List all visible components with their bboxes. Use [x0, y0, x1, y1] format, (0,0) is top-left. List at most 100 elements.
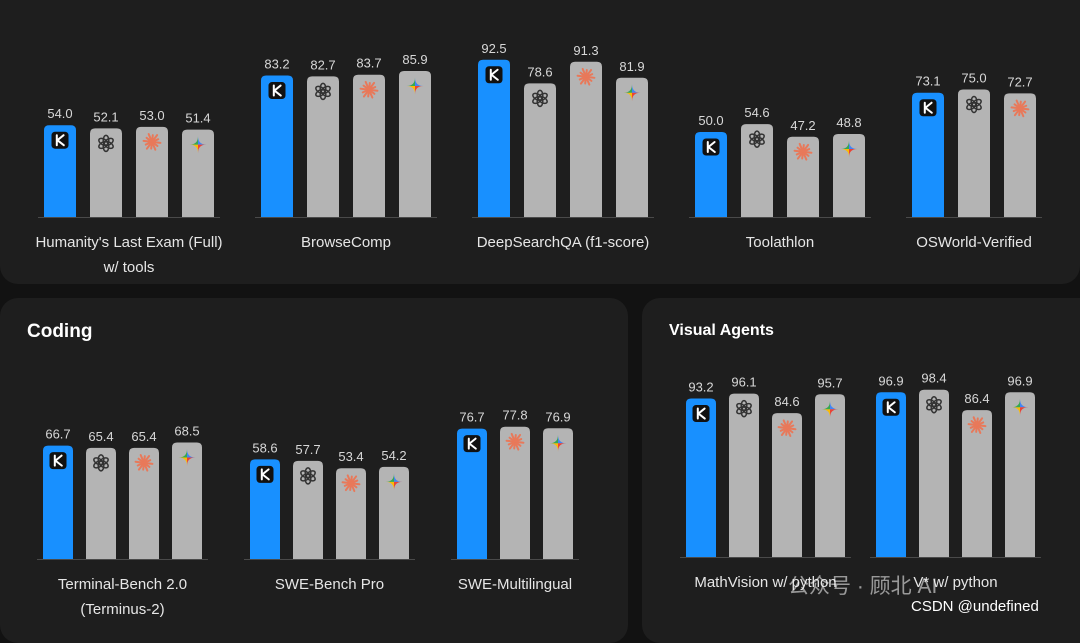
coding-chart: 66.7 65.4 65.4 68.5 Terminal-Bench 2.0 (Termi…	[37, 408, 579, 618]
bar-gemini	[815, 394, 845, 557]
bar-group-humanity-s-last-exam-full: 54.0 52.1 53.0 51.4 Humanity's Last Exam (Fu…	[35, 106, 222, 276]
kimi-logo-icon	[49, 452, 67, 470]
bar-group-swe-bench-pro: 58.6 57.7 53.4 54.2 SWE-Bench Pro	[244, 440, 415, 593]
kimi-k-glyph	[467, 437, 477, 450]
bar-claude	[353, 74, 385, 218]
bar-claude	[136, 126, 168, 217]
csdn-watermark: CSDN @undefined	[911, 598, 1039, 615]
gemini-logo-icon	[189, 136, 207, 154]
coding-panel: Coding 66.7 65.4 65.4 68.5 Terminal-Bench 2.…	[0, 298, 628, 643]
value-label: 65.4	[88, 429, 113, 444]
bar-claude	[787, 136, 819, 217]
category-label: OSWorld-Verified	[916, 234, 1032, 251]
value-label: 53.0	[139, 108, 164, 123]
bar-gemini	[379, 466, 409, 559]
claude-logo-icon	[341, 474, 361, 493]
kimi-k-glyph	[696, 407, 706, 420]
bar-openai	[919, 389, 949, 557]
bar-kimi	[912, 92, 944, 217]
value-label: 75.0	[961, 71, 986, 86]
bar-kimi	[43, 445, 73, 559]
value-label: 57.7	[295, 442, 320, 457]
value-label: 66.7	[45, 427, 70, 442]
bar-claude	[570, 61, 602, 217]
category-label: Terminal-Bench 2.0	[58, 576, 187, 593]
coding-panel-title: Coding	[27, 321, 93, 342]
bar-gemini	[172, 442, 202, 559]
category-label: DeepSearchQA (f1-score)	[477, 234, 650, 251]
value-label: 93.2	[688, 380, 713, 395]
value-label: 91.3	[573, 43, 598, 58]
value-label: 65.4	[131, 429, 156, 444]
kimi-k-glyph	[886, 401, 896, 414]
bar-openai	[307, 76, 339, 217]
bar-kimi	[686, 398, 716, 557]
kimi-logo-icon	[702, 138, 720, 156]
value-label: 83.7	[356, 56, 381, 71]
value-label: 84.6	[774, 394, 799, 409]
wechat-watermark: 公众号 · 顾北 AI	[788, 575, 938, 598]
claude-logo-icon	[134, 454, 154, 472]
claude-logo-icon	[505, 432, 525, 451]
bar-openai	[293, 460, 323, 559]
value-label: 95.7	[817, 375, 842, 390]
gemini-logo-icon	[178, 449, 196, 467]
gemini-logo-icon	[549, 434, 567, 452]
bar-gemini	[1005, 392, 1035, 557]
value-label: 78.6	[527, 64, 552, 79]
kimi-k-glyph	[260, 468, 270, 481]
openai-logo-icon	[736, 399, 752, 418]
kimi-k-glyph	[489, 68, 499, 81]
value-label: 76.7	[459, 410, 484, 425]
category-label: w/ tools	[103, 259, 155, 276]
gemini-logo-icon	[821, 400, 839, 418]
value-label: 96.1	[731, 375, 756, 390]
kimi-logo-icon	[882, 398, 900, 416]
value-label: 54.0	[47, 106, 72, 121]
gemini-logo-icon	[623, 84, 641, 102]
value-label: 92.5	[481, 41, 506, 56]
bar-group-terminal-bench-2-0: 66.7 65.4 65.4 68.5 Terminal-Bench 2.0 (Termi…	[37, 424, 208, 618]
bar-claude	[962, 410, 992, 557]
kimi-logo-icon	[268, 82, 286, 100]
bar-openai	[729, 393, 759, 557]
bar-group-mathvision-w-python: 93.2 96.1 84.6 95.7 MathVision w/ python	[680, 375, 851, 591]
category-label: (Terminus-2)	[80, 601, 164, 618]
bar-openai	[86, 447, 116, 559]
category-label: Humanity's Last Exam (Full)	[35, 234, 222, 251]
bar-gemini	[833, 134, 865, 217]
openai-logo-icon	[93, 454, 109, 472]
openai-logo-icon	[300, 467, 316, 485]
bar-gemini	[616, 77, 648, 218]
agents-chart: 54.0 52.1 53.0 51.4 Humanity's Last Exam (Fu…	[35, 41, 1042, 276]
bar-group-deepsearchqa-f1-score: 92.5 78.6 91.3 81.9 DeepSearchQA (f1-score)	[472, 41, 654, 251]
value-label: 96.9	[1007, 373, 1032, 388]
openai-logo-icon	[926, 395, 942, 414]
gemini-logo-icon	[385, 473, 403, 491]
bar-group-swe-multilingual: 76.7 77.8 76.9 SWE-Multilingual	[451, 408, 579, 593]
claude-logo-icon	[142, 133, 162, 151]
category-label: Toolathlon	[746, 234, 814, 251]
bar-openai	[90, 128, 122, 217]
value-label: 81.9	[619, 59, 644, 74]
claude-logo-icon	[777, 419, 797, 437]
value-label: 53.4	[338, 449, 363, 464]
value-label: 52.1	[93, 109, 118, 124]
bar-kimi	[261, 75, 293, 217]
category-label: SWE-Bench Pro	[275, 576, 384, 593]
value-label: 76.9	[545, 409, 570, 424]
claude-logo-icon	[967, 416, 987, 434]
category-label: BrowseComp	[301, 234, 391, 251]
kimi-k-glyph	[53, 454, 63, 467]
bar-claude	[1004, 93, 1036, 217]
kimi-k-glyph	[55, 134, 65, 147]
bar-gemini	[543, 428, 573, 559]
bar-openai	[958, 89, 990, 217]
agents-panel: 54.0 52.1 53.0 51.4 Humanity's Last Exam (Fu…	[0, 0, 1080, 284]
category-label: V* w/ python	[913, 574, 997, 591]
openai-logo-icon	[98, 134, 114, 153]
kimi-logo-icon	[51, 131, 69, 149]
value-label: 68.5	[174, 424, 199, 439]
bar-openai	[741, 124, 773, 217]
gemini-logo-icon	[840, 140, 858, 158]
